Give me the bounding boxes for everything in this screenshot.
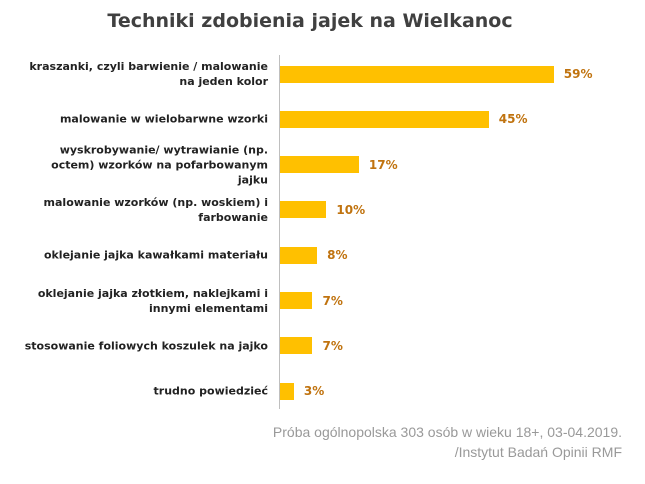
value-label: 45% (498, 112, 528, 127)
value-label: 59% (563, 67, 593, 81)
category-label: oklejanie jajka kawałkami materiału (43, 248, 268, 262)
source-note: /Instytut Badań Opinii RMF (454, 444, 622, 460)
value-label: 17% (368, 157, 398, 172)
source-note: Próba ogólnopolska 303 osób w wieku 18+,… (272, 424, 622, 440)
bar (280, 156, 359, 174)
value-label: 7% (322, 338, 343, 353)
bar (280, 337, 313, 355)
category-label: trudno powiedzieć (153, 384, 268, 398)
category-label: stosowanie foliowych koszulek na jajko (24, 339, 268, 353)
category-label: kraszanki, czyli barwienie / malowanie n… (29, 60, 268, 88)
axis-line (279, 55, 280, 409)
value-label: 3% (303, 384, 325, 399)
value-label: 8% (327, 248, 348, 263)
bar (280, 292, 313, 309)
bar (280, 201, 327, 219)
category-label: malowanie w wielobarwne wzorki (59, 112, 268, 126)
category-label: wyskrobywanie/ wytrawianie (np. octem) w… (51, 143, 268, 187)
bar (280, 65, 554, 83)
category-label: oklejanie jajka złotkiem, naklejkami i i… (37, 286, 268, 315)
value-label: 10% (336, 202, 366, 217)
chart-title: Techniki zdobienia jajek na Wielkanoc (107, 10, 513, 32)
value-label: 7% (322, 293, 343, 308)
bar (280, 110, 489, 128)
bar (280, 382, 294, 400)
category-label: malowanie wzorków (np. woskiem) i farbow… (43, 195, 268, 224)
bar (280, 246, 318, 264)
